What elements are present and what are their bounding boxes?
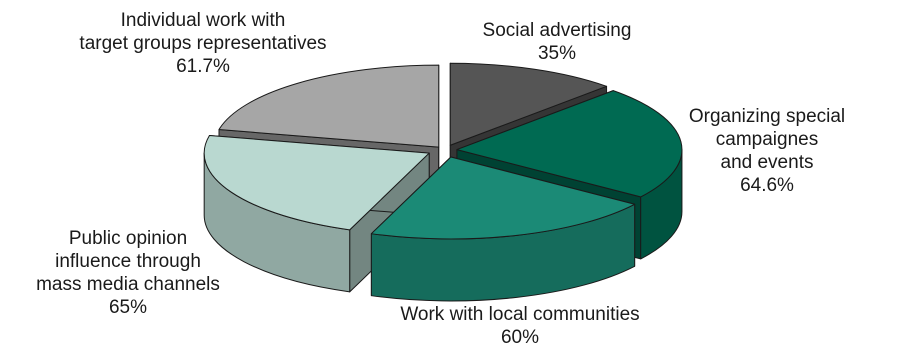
slice-category-label: campaignes bbox=[716, 129, 818, 150]
pie-slice-4 bbox=[203, 134, 430, 293]
slice-top-face bbox=[218, 64, 440, 148]
slice-category-label: Organizing special bbox=[689, 106, 845, 127]
slice-label-2: Organizing special campaignes and events 64… bbox=[689, 106, 845, 196]
slice-category-label: mass media channels bbox=[36, 274, 220, 295]
slice-label-5: Individual work with target groups repres… bbox=[79, 10, 326, 77]
slice-category-label: Individual work with bbox=[121, 10, 286, 31]
pie-labels: Social advertising 35% Organizing special c… bbox=[36, 10, 845, 348]
slice-value-label: 35% bbox=[538, 43, 576, 64]
slice-top-face bbox=[203, 134, 430, 231]
slice-label-3: Work with local communities 60% bbox=[400, 304, 639, 348]
slice-top-face bbox=[456, 90, 683, 198]
slice-label-1: Social advertising 35% bbox=[483, 20, 632, 64]
slice-top-face bbox=[449, 62, 608, 146]
pie-slice-3 bbox=[370, 156, 636, 302]
slice-value-label: 61.7% bbox=[176, 56, 230, 77]
slice-label-4: Public opinion influence through mass medi… bbox=[36, 228, 220, 318]
slice-value-label: 64.6% bbox=[740, 175, 794, 196]
slice-category-label: Social advertising bbox=[483, 20, 632, 41]
slice-category-label: target groups representatives bbox=[79, 33, 326, 54]
slice-category-label: Work with local communities bbox=[400, 304, 639, 325]
slice-value-label: 60% bbox=[501, 327, 539, 348]
slice-category-label: influence through bbox=[55, 251, 201, 272]
slice-top-face bbox=[370, 156, 636, 240]
slice-category-label: Public opinion bbox=[69, 228, 187, 249]
slice-category-label: and events bbox=[721, 152, 814, 173]
slice-value-label: 65% bbox=[109, 297, 147, 318]
pie-slices bbox=[203, 62, 683, 302]
